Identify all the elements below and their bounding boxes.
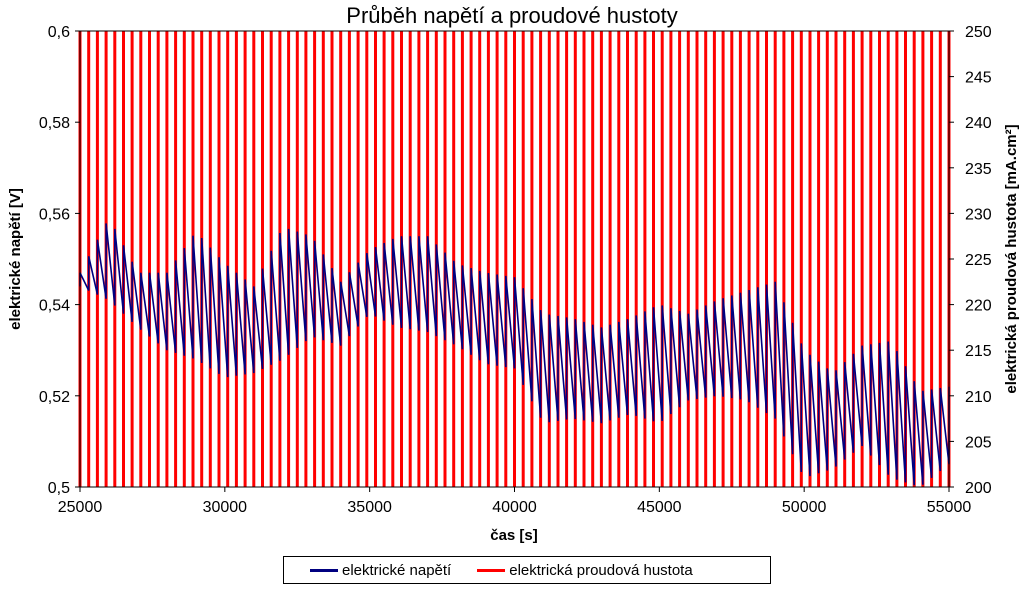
y-right-tick-label: 210 <box>965 389 992 406</box>
y-right-tick-label: 205 <box>965 434 992 451</box>
legend-label-current: elektrická proudová hustota <box>509 561 693 579</box>
y-right-tick-label: 240 <box>965 115 992 132</box>
y-left-tick-label: 0,54 <box>39 298 70 315</box>
y-left-tick-label: 0,58 <box>39 115 70 132</box>
y-right-tick-label: 220 <box>965 298 992 315</box>
x-axis-title: čas [s] <box>490 527 538 544</box>
x-tick-label: 50000 <box>782 499 827 516</box>
y-right-tick-label: 245 <box>965 70 992 87</box>
y-left-tick-label: 0,56 <box>39 206 70 223</box>
legend-item-current: elektrická proudová hustota <box>477 561 693 579</box>
x-tick-label: 45000 <box>637 499 682 516</box>
voltage-line <box>79 223 950 486</box>
x-tick-label: 25000 <box>58 499 103 516</box>
legend-swatch-voltage <box>310 568 338 572</box>
legend-swatch-current <box>477 568 506 572</box>
x-tick-label: 30000 <box>203 499 248 516</box>
y-right-tick-label: 200 <box>965 480 992 497</box>
y-left-axis-title: elektrické napětí [V] <box>7 188 24 330</box>
y-right-tick-label: 235 <box>965 161 992 178</box>
y-left-tick-label: 0,6 <box>48 24 70 41</box>
axes: 25000 30000 35000 40000 45000 50000 55000 0,5 0,… <box>39 24 992 516</box>
chart-title: Průběh napětí a proudové hustoty <box>346 3 678 28</box>
legend-item-voltage: elektrické napětí <box>310 562 451 579</box>
voltage-series <box>79 223 950 486</box>
y-right-tick-label: 230 <box>965 206 992 223</box>
x-tick-label: 40000 <box>492 499 537 516</box>
y-left-tick-label: 0,5 <box>48 480 70 497</box>
x-tick-label: 35000 <box>347 499 392 516</box>
legend-label-voltage: elektrické napětí <box>342 561 452 579</box>
x-tick-label: 55000 <box>927 499 972 516</box>
y-right-axis-title: elektrická proudová hustota [mA.cm²] <box>1003 124 1020 393</box>
y-right-tick-label: 215 <box>965 343 992 360</box>
y-right-tick-label: 225 <box>965 252 992 269</box>
y-left-tick-label: 0,52 <box>39 389 70 406</box>
legend: elektrické napětí elektrická proudová hu… <box>283 556 771 584</box>
y-right-tick-label: 250 <box>965 24 992 41</box>
